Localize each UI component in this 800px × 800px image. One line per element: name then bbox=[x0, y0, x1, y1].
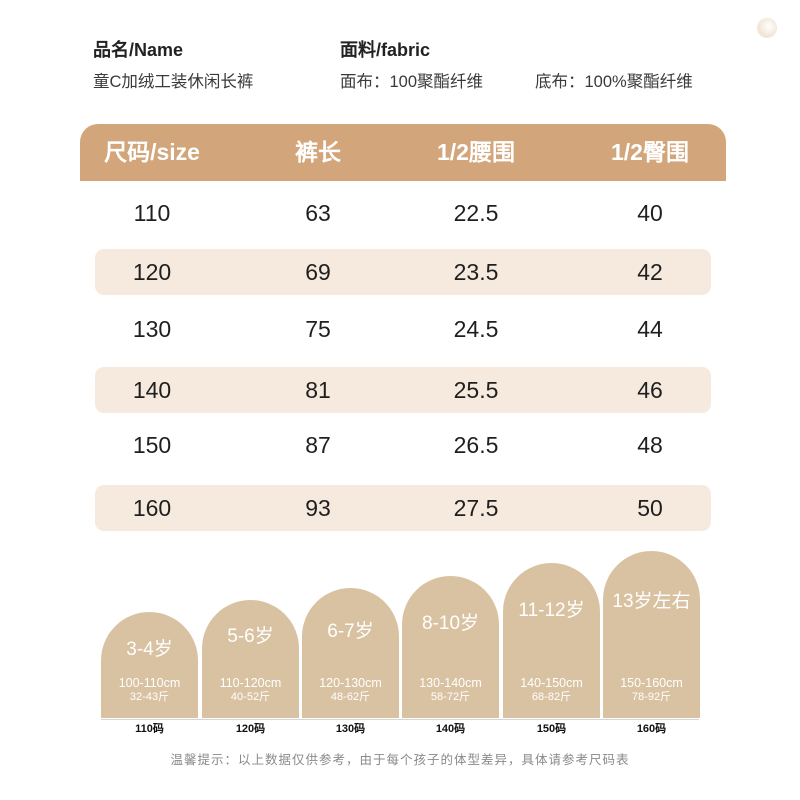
row-highlight bbox=[95, 249, 711, 295]
cell-hip: 50 bbox=[637, 495, 663, 521]
fabric-face: 面布：100聚酯纤维 bbox=[340, 73, 484, 91]
age-label: 3-4岁 bbox=[126, 639, 173, 660]
fabric-base: 底布：100%聚酯纤维 bbox=[535, 73, 693, 91]
size-table-header bbox=[80, 124, 726, 181]
cell-length: 93 bbox=[305, 495, 331, 521]
size-tag: 140码 bbox=[435, 723, 466, 735]
fabric-label: 面料/fabric bbox=[340, 40, 431, 60]
age-arch: 5-6岁 110-120cm 40-52斤 bbox=[202, 600, 299, 718]
size-tag: 130码 bbox=[335, 723, 366, 735]
size-tag: 120码 bbox=[235, 723, 266, 735]
cell-length: 87 bbox=[305, 432, 331, 458]
age-arch: 11-12岁 140-150cm 68-82斤 bbox=[503, 563, 600, 718]
row-highlight bbox=[95, 485, 711, 531]
size-tag: 160码 bbox=[636, 723, 667, 735]
cell-hip: 42 bbox=[637, 259, 663, 285]
footer-note: 温馨提示：以上数据仅供参考，由于每个孩子的体型差异，具体请参考尺码表 bbox=[170, 753, 630, 767]
header-hip: 1/2臀围 bbox=[611, 139, 689, 165]
cell-size: 130 bbox=[132, 316, 172, 342]
size-tag: 150码 bbox=[536, 723, 567, 735]
weight-range: 68-82斤 bbox=[531, 691, 572, 703]
weight-range: 78-92斤 bbox=[631, 691, 672, 703]
age-label: 11-12岁 bbox=[518, 600, 585, 621]
height-range: 140-150cm bbox=[520, 676, 583, 690]
cell-waist: 22.5 bbox=[453, 200, 499, 226]
product-name-label: 品名/Name bbox=[93, 40, 184, 60]
height-range: 150-160cm bbox=[620, 676, 683, 690]
cell-waist: 27.5 bbox=[453, 495, 499, 521]
cell-size: 140 bbox=[132, 377, 172, 403]
cell-waist: 24.5 bbox=[453, 316, 499, 342]
age-arch: 8-10岁 130-140cm 58-72斤 bbox=[402, 576, 499, 718]
product-name-value: 童C加绒工装休闲长裤 bbox=[93, 73, 254, 91]
header-waist: 1/2腰围 bbox=[437, 139, 515, 165]
header-size: 尺码/size bbox=[104, 139, 200, 165]
cell-hip: 48 bbox=[637, 432, 663, 458]
age-label: 5-6岁 bbox=[227, 626, 274, 647]
weight-range: 40-52斤 bbox=[230, 691, 271, 703]
cell-size: 160 bbox=[132, 495, 172, 521]
cell-waist: 25.5 bbox=[453, 377, 499, 403]
weight-range: 48-62斤 bbox=[330, 691, 371, 703]
cell-length: 69 bbox=[305, 259, 331, 285]
cell-waist: 23.5 bbox=[453, 259, 499, 285]
height-range: 120-130cm bbox=[319, 676, 382, 690]
cell-size: 120 bbox=[132, 259, 172, 285]
weight-range: 32-43斤 bbox=[129, 691, 170, 703]
age-label: 6-7岁 bbox=[327, 621, 374, 642]
cell-length: 63 bbox=[305, 200, 331, 226]
size-tag: 110码 bbox=[135, 723, 164, 735]
row-highlight bbox=[95, 367, 711, 413]
age-label: 8-10岁 bbox=[421, 613, 480, 634]
arch-baseline bbox=[101, 719, 699, 720]
age-arch: 13岁左右 150-160cm 78-92斤 bbox=[603, 551, 700, 718]
cell-size: 150 bbox=[132, 432, 172, 458]
height-range: 100-110cm bbox=[118, 676, 181, 690]
cell-length: 75 bbox=[305, 316, 331, 342]
age-label: 13岁左右 bbox=[612, 591, 691, 612]
cell-hip: 40 bbox=[637, 200, 663, 226]
age-arch: 3-4岁 100-110cm 32-43斤 bbox=[101, 612, 198, 718]
cell-hip: 44 bbox=[637, 316, 663, 342]
weight-range: 58-72斤 bbox=[430, 691, 471, 703]
cell-length: 81 bbox=[305, 377, 331, 403]
cell-waist: 26.5 bbox=[453, 432, 499, 458]
cell-hip: 46 bbox=[637, 377, 663, 403]
age-arch: 6-7岁 120-130cm 48-62斤 bbox=[302, 588, 399, 718]
decor-circle-icon bbox=[758, 19, 776, 37]
height-range: 130-140cm bbox=[419, 676, 482, 690]
header-length: 裤长 bbox=[295, 139, 341, 165]
cell-size: 110 bbox=[133, 200, 171, 226]
height-range: 110-120cm bbox=[219, 676, 282, 690]
